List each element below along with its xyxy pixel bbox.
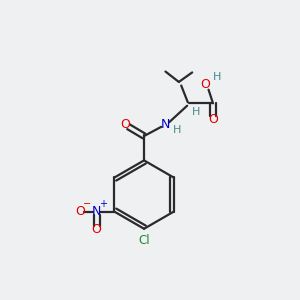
Text: H: H [192, 107, 200, 117]
Text: O: O [92, 223, 102, 236]
Text: O: O [208, 113, 218, 126]
Text: O: O [75, 205, 85, 218]
Text: +: + [99, 199, 107, 209]
Text: H: H [212, 72, 221, 82]
Text: N: N [92, 205, 101, 218]
Text: O: O [121, 118, 130, 131]
Text: N: N [161, 118, 170, 131]
Text: −: − [83, 199, 91, 209]
Text: H: H [172, 125, 181, 135]
Text: Cl: Cl [138, 234, 150, 247]
Text: O: O [200, 78, 210, 91]
